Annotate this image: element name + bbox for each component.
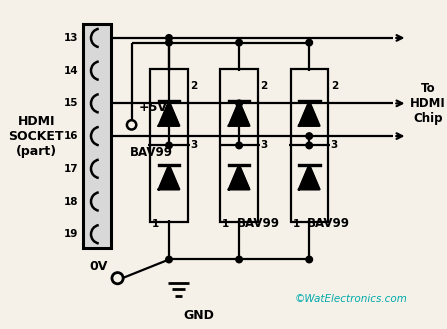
Text: BAV99: BAV99 (130, 146, 173, 160)
Bar (220, 69, 258, 222)
Text: GND: GND (183, 309, 214, 322)
Circle shape (306, 142, 312, 149)
Text: 1: 1 (152, 219, 160, 229)
Text: 0V: 0V (90, 261, 108, 273)
Text: 2: 2 (261, 81, 268, 90)
Circle shape (166, 35, 172, 41)
Text: 2: 2 (331, 81, 338, 90)
Text: 3: 3 (331, 140, 338, 150)
Text: HDMI
SOCKET
(part): HDMI SOCKET (part) (8, 114, 64, 158)
Text: 16: 16 (64, 131, 78, 141)
Polygon shape (299, 165, 320, 190)
Text: 13: 13 (64, 33, 78, 43)
Text: ©WatElectronics.com: ©WatElectronics.com (295, 294, 407, 304)
Circle shape (306, 39, 312, 46)
Text: 18: 18 (64, 196, 78, 207)
Circle shape (236, 100, 242, 107)
Text: 2: 2 (190, 81, 198, 90)
Text: BAV99: BAV99 (308, 217, 350, 231)
Bar (150, 69, 188, 222)
Text: 1: 1 (292, 219, 299, 229)
Polygon shape (159, 165, 179, 190)
Circle shape (306, 133, 312, 139)
Circle shape (236, 142, 242, 149)
Polygon shape (229, 101, 249, 126)
Circle shape (166, 39, 172, 46)
Text: +5V: +5V (139, 101, 168, 114)
Bar (83, 24, 111, 248)
Circle shape (236, 39, 242, 46)
Polygon shape (229, 165, 249, 190)
Circle shape (236, 256, 242, 263)
Text: 19: 19 (64, 229, 78, 239)
Text: BAV99: BAV99 (237, 217, 280, 231)
Polygon shape (159, 101, 179, 126)
Circle shape (166, 142, 172, 149)
Text: 15: 15 (64, 98, 78, 108)
Circle shape (166, 256, 172, 263)
Circle shape (306, 256, 312, 263)
Bar (291, 69, 328, 222)
Text: To
HDMI
Chip: To HDMI Chip (410, 82, 446, 125)
Text: 17: 17 (63, 164, 78, 174)
Text: 1: 1 (222, 219, 229, 229)
Text: 3: 3 (261, 140, 268, 150)
Polygon shape (299, 101, 320, 126)
Text: 3: 3 (190, 140, 198, 150)
Text: 14: 14 (63, 66, 78, 76)
